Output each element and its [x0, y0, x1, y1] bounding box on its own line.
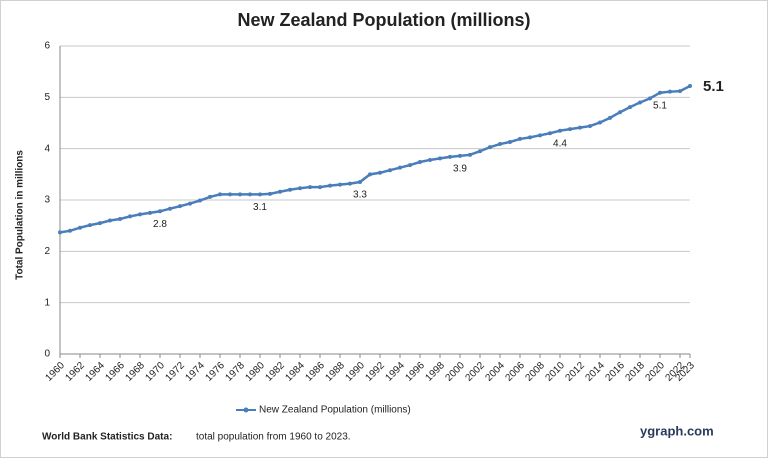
point — [68, 228, 72, 233]
point — [318, 185, 322, 190]
point — [568, 127, 572, 132]
point — [548, 131, 552, 136]
point — [348, 181, 352, 186]
series-line — [59, 84, 691, 234]
point — [518, 136, 522, 141]
point — [268, 191, 272, 196]
point — [138, 212, 142, 217]
point — [418, 160, 422, 165]
headline: 5.1 — [703, 78, 724, 95]
point — [398, 165, 402, 170]
point — [358, 180, 362, 185]
point — [578, 125, 582, 130]
chart-title: New Zealand Population (millions) — [237, 10, 530, 30]
point — [78, 225, 82, 230]
point — [588, 124, 592, 129]
point — [328, 183, 332, 188]
point — [608, 115, 612, 120]
point — [668, 89, 672, 94]
point — [628, 105, 632, 110]
point — [428, 157, 432, 162]
annotation: 5.1 — [653, 100, 667, 111]
footer-text: total population from 1960 to 2023. — [196, 432, 351, 443]
point — [478, 149, 482, 154]
point — [298, 186, 302, 191]
point — [488, 145, 492, 150]
point — [618, 110, 622, 115]
point — [278, 189, 282, 194]
point — [438, 156, 442, 161]
point — [128, 214, 132, 219]
point — [108, 218, 112, 223]
point — [288, 187, 292, 192]
point — [228, 192, 232, 197]
y-tick-label: 5 — [44, 92, 50, 103]
point — [118, 216, 122, 221]
point — [248, 192, 252, 197]
point — [98, 221, 102, 226]
point — [408, 163, 412, 168]
point — [658, 90, 662, 95]
y-tick-label: 2 — [44, 246, 50, 257]
annotation: 3.9 — [453, 163, 467, 174]
point — [238, 192, 242, 197]
point — [338, 182, 342, 187]
point — [678, 89, 682, 94]
point — [448, 154, 452, 159]
point — [308, 185, 312, 190]
point — [88, 223, 92, 228]
point — [688, 84, 692, 89]
point — [508, 139, 512, 144]
point — [208, 194, 212, 199]
point — [468, 152, 472, 157]
brand: ygraph.com — [640, 423, 714, 438]
point — [148, 210, 152, 215]
y-tick-label: 0 — [44, 349, 50, 360]
point — [188, 201, 192, 206]
point — [58, 230, 62, 235]
point — [158, 209, 162, 214]
y-tick-label: 6 — [44, 41, 50, 52]
point — [558, 128, 562, 133]
point — [378, 170, 382, 175]
point — [598, 120, 602, 125]
point — [638, 100, 642, 105]
point — [178, 204, 182, 209]
annotation: 2.8 — [153, 219, 167, 230]
point — [368, 172, 372, 177]
footer-source: World Bank Statistics Data: — [42, 432, 172, 443]
legend-label: New Zealand Population (millions) — [259, 405, 411, 416]
y-axis-label: Total Population in millions — [15, 150, 26, 280]
point — [458, 153, 462, 158]
y-tick-label: 4 — [44, 143, 50, 154]
annotation: 4.4 — [553, 138, 567, 149]
point — [388, 168, 392, 173]
y-tick-label: 3 — [44, 195, 50, 206]
point — [648, 96, 652, 101]
point — [218, 192, 222, 197]
point — [528, 135, 532, 140]
y-tick-label: 1 — [44, 297, 50, 308]
point — [498, 142, 502, 147]
annotation: 3.3 — [353, 190, 367, 201]
legend-marker — [243, 407, 249, 413]
point — [538, 133, 542, 138]
point — [258, 192, 262, 197]
annotation: 3.1 — [253, 202, 267, 213]
point — [168, 206, 172, 211]
point — [198, 198, 202, 203]
